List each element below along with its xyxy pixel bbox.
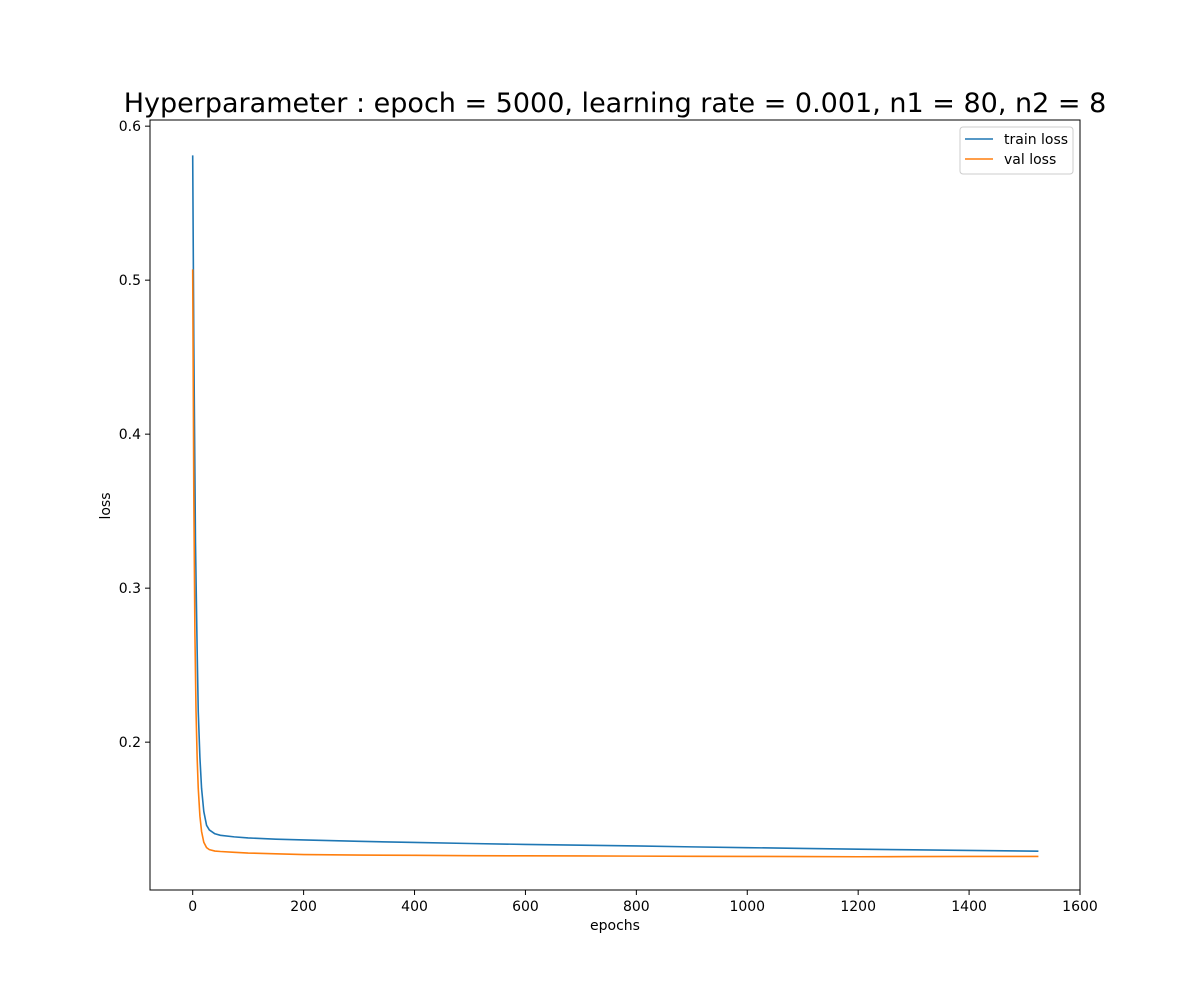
y-tick-label: 0.4 xyxy=(119,427,141,443)
y-tick-label: 0.2 xyxy=(119,735,141,751)
x-tick-label: 400 xyxy=(401,899,428,915)
y-axis-ticks: 0.2 0.3 0.4 0.5 0.6 xyxy=(119,119,150,751)
y-tick-label: 0.3 xyxy=(119,581,141,597)
chart-title: Hyperparameter : epoch = 5000, learning … xyxy=(124,88,1107,119)
x-axis-label: epochs xyxy=(590,918,640,934)
legend-entry: train loss xyxy=(1004,132,1068,148)
series-line-train-loss xyxy=(191,155,1039,852)
legend: train loss val loss xyxy=(959,126,1074,175)
y-tick-label: 0.5 xyxy=(119,273,141,289)
series-line-val-loss xyxy=(191,269,1039,858)
legend-entry: val loss xyxy=(1004,152,1056,168)
plot-frame xyxy=(149,119,1081,891)
plot-area xyxy=(149,119,1081,891)
x-tick-label: 0 xyxy=(188,899,197,915)
x-axis-ticks: 0 200 400 600 800 1000 1200 1400 1600 xyxy=(188,890,1098,915)
x-tick-label: 600 xyxy=(512,899,539,915)
x-tick-label: 1000 xyxy=(729,899,765,915)
y-tick-label: 0.6 xyxy=(119,119,141,135)
x-tick-label: 1400 xyxy=(951,899,987,915)
y-axis-label: loss xyxy=(98,492,114,519)
x-tick-label: 800 xyxy=(623,899,650,915)
x-tick-label: 1200 xyxy=(840,899,876,915)
x-tick-label: 1600 xyxy=(1062,899,1098,915)
x-tick-label: 200 xyxy=(290,899,317,915)
series-layer xyxy=(191,155,1039,858)
